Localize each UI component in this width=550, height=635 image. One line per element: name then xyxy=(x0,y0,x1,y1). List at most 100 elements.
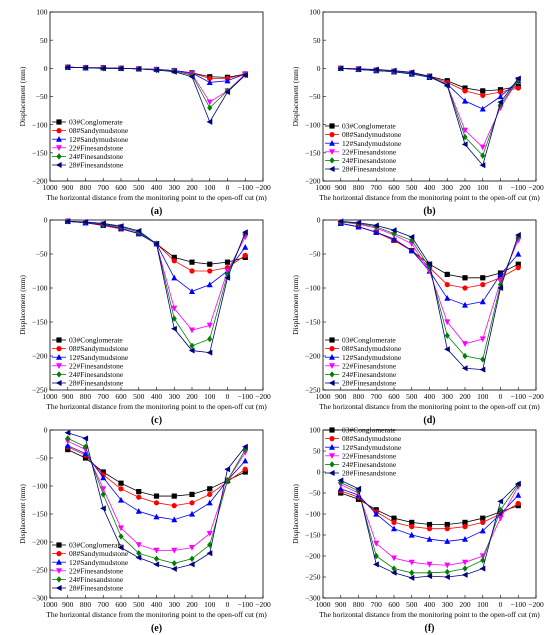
data-point xyxy=(480,88,486,94)
data-point xyxy=(242,466,248,472)
x-tick-label: 500 xyxy=(406,183,418,192)
x-tick-label: 100 xyxy=(477,183,489,192)
data-point xyxy=(462,285,468,291)
chart-panel: 1000 900 800 700 600 500 400 300 200 100 0 −100 −200… xyxy=(18,8,271,217)
series xyxy=(65,447,248,499)
data-point xyxy=(391,515,397,521)
legend-marker xyxy=(56,559,62,565)
y-tick-label: −150 xyxy=(32,318,48,327)
x-tick-label: 400 xyxy=(424,600,436,609)
y-tick-label: −50 xyxy=(36,250,48,259)
x-tick-label: 1000 xyxy=(316,392,331,401)
legend: 03#Conglomerate08#Sandymudstone12#Sandym… xyxy=(325,122,402,174)
data-point xyxy=(515,75,521,82)
y-tick-label: −100 xyxy=(305,284,321,293)
legend: 03#Conglomerate08#Sandymudstone12#Sandym… xyxy=(52,336,129,388)
legend: 03#Conglomerate08#Sandymudstone12#Sandym… xyxy=(52,541,129,593)
data-point xyxy=(461,141,468,148)
legend-label: 28#Finesandstone xyxy=(342,469,397,478)
data-point xyxy=(171,258,177,264)
x-tick-label: 400 xyxy=(151,183,163,192)
data-point xyxy=(479,105,486,112)
x-tick-label: 900 xyxy=(62,183,74,192)
y-tick-label: 0 xyxy=(317,216,321,225)
data-point xyxy=(171,254,177,260)
x-tick-label: 200 xyxy=(186,183,198,192)
data-point xyxy=(189,555,195,562)
legend-label: 22#Finesandstone xyxy=(69,143,124,152)
data-point xyxy=(100,469,106,475)
data-point xyxy=(135,65,142,72)
legend-label: 12#Sandymudstone xyxy=(342,139,402,148)
data-point xyxy=(480,152,486,159)
series xyxy=(64,438,249,554)
x-tick-label: −200 xyxy=(255,600,271,609)
x-tick-label: −100 xyxy=(238,600,254,609)
data-point xyxy=(408,559,415,566)
x-tick-label: 600 xyxy=(388,600,400,609)
x-axis-label: The horizontal distance from the monitor… xyxy=(319,402,540,411)
data-point xyxy=(337,65,344,72)
x-tick-label: 100 xyxy=(204,392,216,401)
x-axis-label: The horizontal distance from the monitor… xyxy=(46,402,267,411)
y-tick-label: −50 xyxy=(36,92,48,101)
data-point xyxy=(426,73,433,80)
data-point xyxy=(408,69,415,76)
series-line xyxy=(67,445,246,521)
panel-label: (c) xyxy=(151,415,162,426)
data-point xyxy=(207,104,213,111)
data-point xyxy=(224,274,231,281)
y-axis-label: Displacement (mm) xyxy=(291,275,300,335)
y-tick-label: −200 xyxy=(305,552,321,561)
x-tick-label: −100 xyxy=(238,183,254,192)
series-line xyxy=(67,66,246,123)
data-point xyxy=(65,435,71,442)
legend-marker xyxy=(329,354,335,360)
data-point xyxy=(242,72,248,79)
data-point xyxy=(390,569,397,576)
data-point xyxy=(515,85,521,91)
data-point xyxy=(409,524,415,530)
data-point xyxy=(118,496,124,503)
data-point xyxy=(515,250,522,257)
legend-label: 03#Conglomerate xyxy=(69,118,123,127)
data-point xyxy=(189,500,195,506)
data-point xyxy=(153,561,160,568)
data-point xyxy=(461,571,468,578)
data-point xyxy=(391,525,397,532)
y-axis-label: Displacement (mm) xyxy=(291,66,300,126)
x-tick-label: 200 xyxy=(186,392,198,401)
x-tick-label: 300 xyxy=(442,183,454,192)
chart-panel: 1000 900 800 700 600 500 400 300 200 100 0 −100 −200… xyxy=(291,8,544,217)
data-point xyxy=(242,252,248,258)
legend-label: 28#Finesandstone xyxy=(69,584,124,593)
x-tick-label: 600 xyxy=(115,183,127,192)
series xyxy=(64,64,248,125)
x-tick-label: 0 xyxy=(499,600,503,609)
x-tick-label: 300 xyxy=(169,183,181,192)
x-tick-label: 500 xyxy=(406,392,418,401)
data-point xyxy=(355,485,362,492)
y-tick-label: −250 xyxy=(32,386,48,395)
panel-label: (f) xyxy=(425,623,435,634)
legend-label: 24#Finesandstone xyxy=(342,370,397,379)
y-tick-label: 0 xyxy=(44,64,48,73)
legend-label: 03#Conglomerate xyxy=(69,336,123,345)
data-point xyxy=(373,510,380,517)
legend-label: 22#Finesandstone xyxy=(342,451,397,460)
data-point xyxy=(171,560,177,567)
y-tick-label: −150 xyxy=(305,148,321,157)
x-tick-label: 400 xyxy=(151,392,163,401)
legend-label: 24#Finesandstone xyxy=(342,460,397,469)
chart-panel: 1000 900 800 700 600 500 400 300 200 100 0 −100 −200… xyxy=(18,426,271,634)
data-point xyxy=(64,442,71,449)
data-point xyxy=(135,554,142,561)
chart-panel: 1000 900 800 700 600 500 400 300 200 100 0 −100 −200… xyxy=(291,216,544,426)
data-point xyxy=(462,536,468,542)
x-tick-label: 0 xyxy=(226,600,230,609)
data-point xyxy=(408,531,415,538)
data-point xyxy=(189,491,195,497)
data-point xyxy=(188,561,195,568)
data-point xyxy=(480,282,486,288)
